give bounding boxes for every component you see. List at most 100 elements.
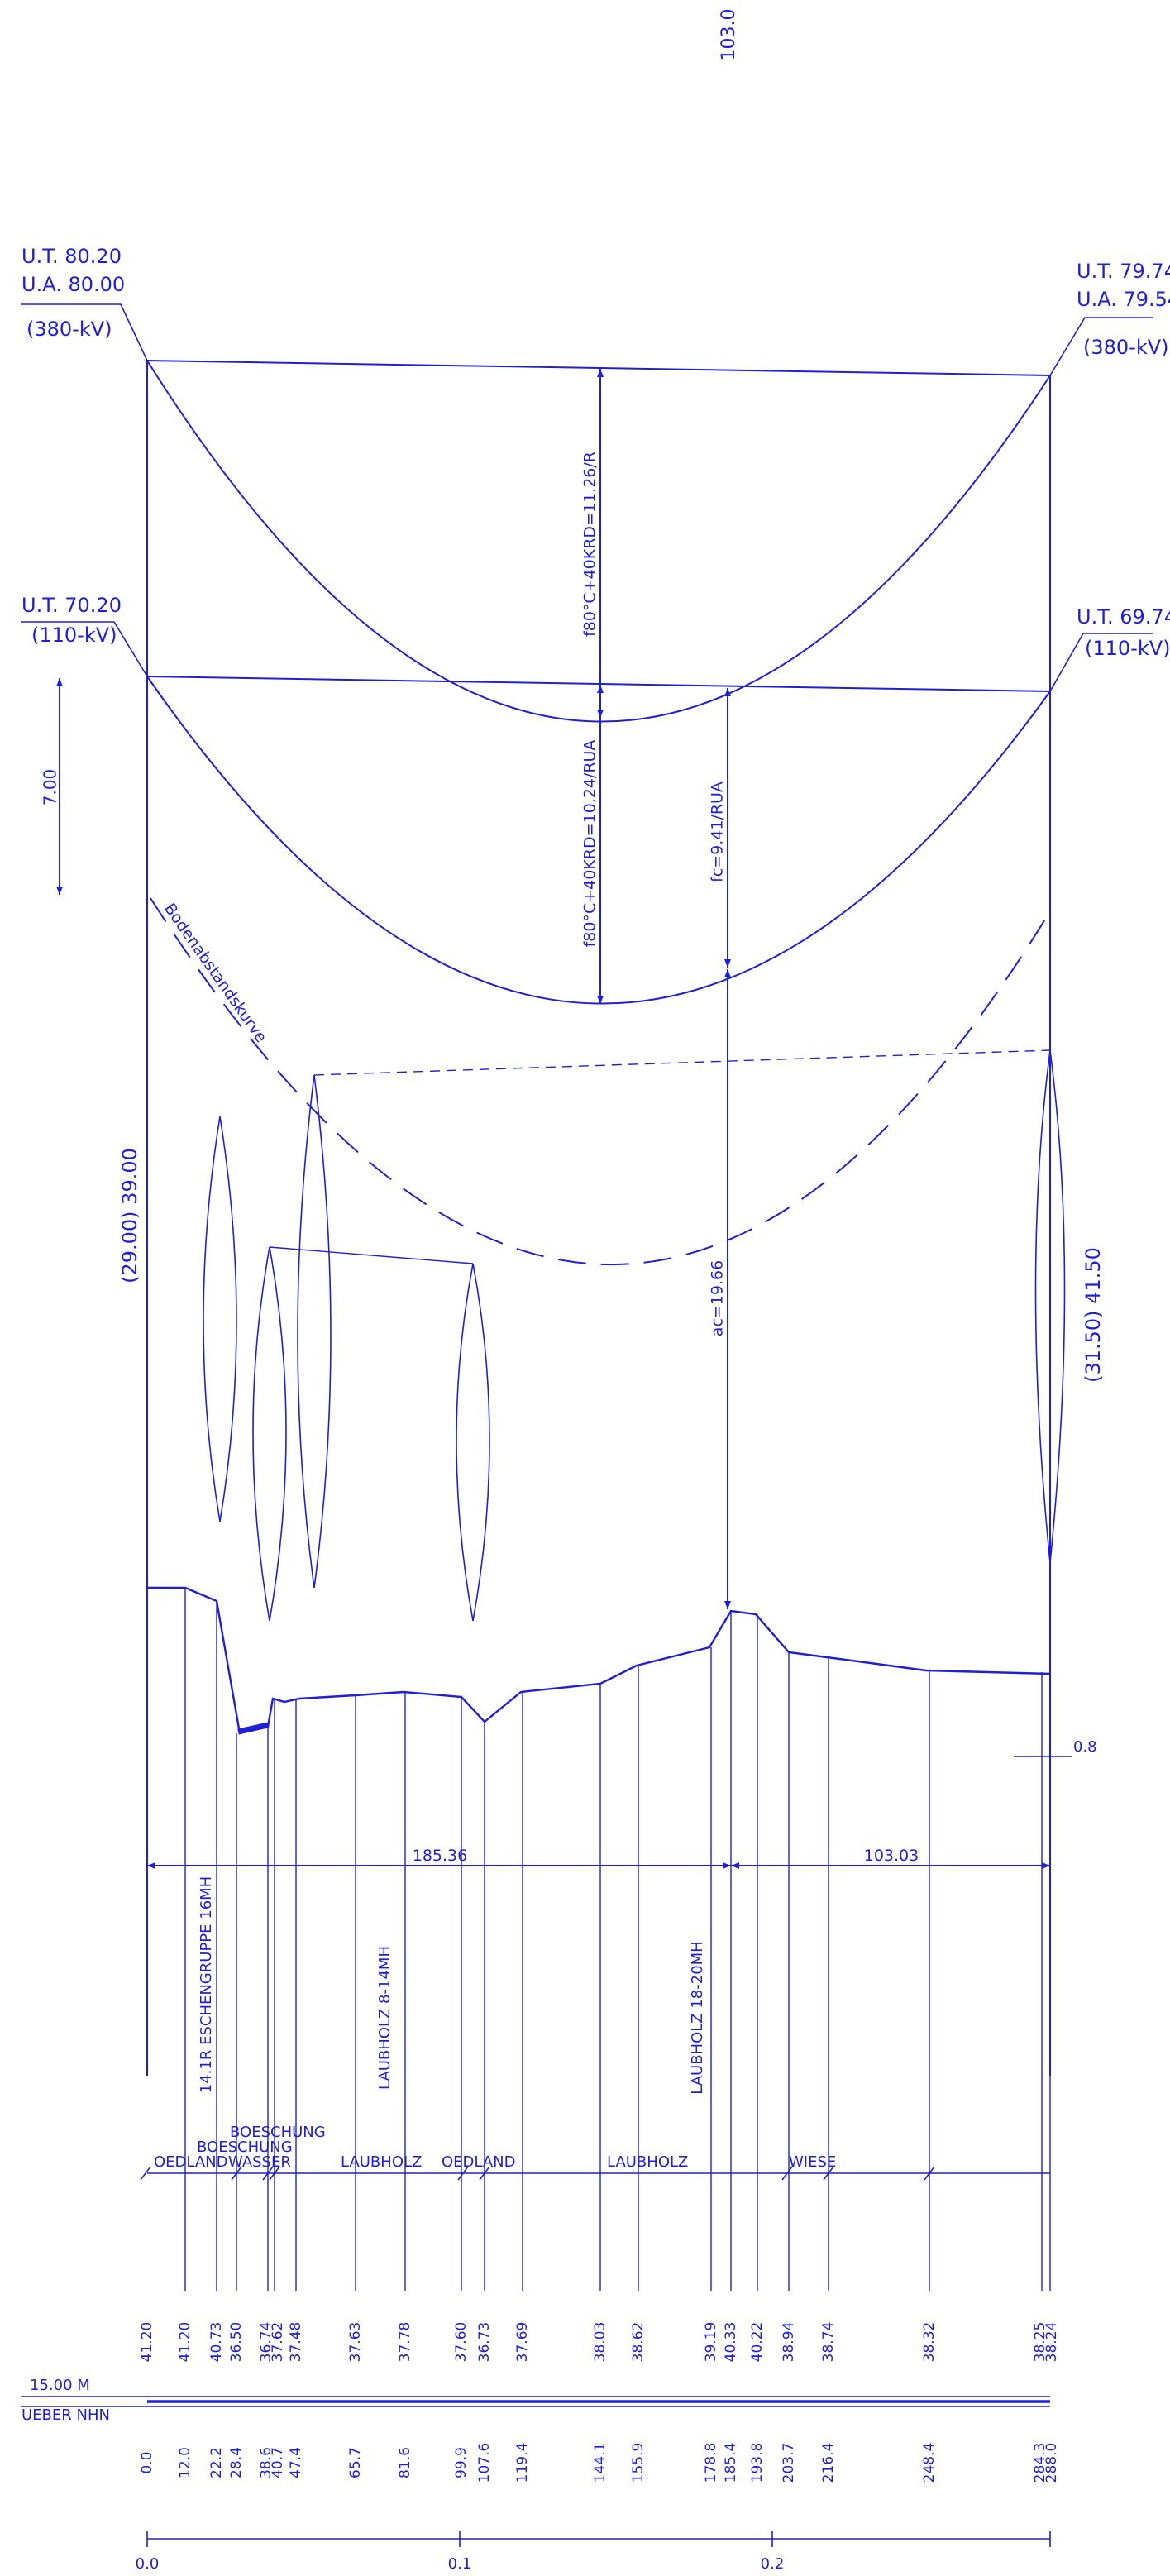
top-label: 103.0 (719, 9, 739, 61)
terrain-profile (147, 1586, 1051, 1735)
land-use-boundary-ticks (140, 2166, 935, 2181)
vegetation-label-3: LAUBHOLZ 18-20MH (689, 1941, 706, 2094)
right-tower-height: (31.50) 41.50 (1082, 1247, 1105, 1383)
tree-crown-1 (203, 1116, 237, 1522)
tree-connector (269, 1246, 474, 1264)
elevation-label-20: 38.25 (1032, 2322, 1048, 2363)
sag-110-label: f80°C+40KRD=10.24/RUA (581, 740, 599, 948)
station-label-7: 65.7 (347, 2447, 364, 2478)
station-label-2: 22.2 (208, 2447, 225, 2478)
station-label-1: 12.0 (177, 2447, 193, 2478)
chord-110 (146, 676, 1051, 692)
leader-right-380 (1049, 317, 1153, 376)
station-label-14: 178.8 (703, 2443, 719, 2483)
station-label-17: 203.7 (781, 2443, 797, 2483)
left-kv-380: (380-kV) (26, 318, 112, 341)
elevation-label-10: 36.73 (476, 2322, 493, 2363)
scale-tick-0: 0.0 (136, 2555, 160, 2573)
elevation-label-12: 38.03 (592, 2322, 609, 2363)
vertical-scale-label: 7.00 (41, 769, 60, 806)
elevation-label-21: 38.24 (1043, 2322, 1060, 2363)
land-use-boeschung-2: BOESCHUNG (230, 2124, 326, 2141)
elevation-label-15: 40.33 (723, 2322, 739, 2363)
left-ua-380: U.A. 80.00 (21, 273, 125, 296)
tree-crown-2 (252, 1246, 287, 1622)
station-label-12: 144.1 (592, 2443, 609, 2483)
tree-crown-3 (297, 1074, 332, 1589)
left-ut-380: U.T. 80.20 (21, 245, 122, 268)
elevation-label-13: 38.62 (630, 2322, 647, 2363)
elevation-label-5: 37.62 (270, 2322, 286, 2363)
span-left-label: 185.36 (413, 1847, 467, 1865)
datum-level: 15.00 M (30, 2377, 90, 2394)
land-use-wasser: WASSER (228, 2153, 291, 2171)
land-use-laubholz-1: LAUBHOLZ (341, 2153, 422, 2171)
clearance-reference-line (313, 1049, 1051, 1076)
station-label-15: 185.4 (723, 2443, 739, 2483)
station-labels: 0.0 12.0 22.2 28.4 38.640.7 47.4 65.7 81.6 99.9 1… (139, 2443, 1060, 2483)
span-right-label: 103.03 (864, 1847, 919, 1865)
elevation-label-19: 38.32 (921, 2322, 938, 2363)
elevation-label-7: 37.63 (347, 2322, 364, 2363)
land-use-oedland-2: OEDLAND (442, 2153, 515, 2171)
elevation-label-6: 37.48 (288, 2322, 304, 2363)
station-label-5: 40.7 (270, 2447, 286, 2478)
leader-left-110 (21, 621, 148, 677)
station-label-8: 81.6 (397, 2447, 413, 2478)
leader-right-110 (1049, 633, 1153, 692)
station-label-20: 284.3 (1032, 2443, 1048, 2483)
elevation-label-17: 38.94 (781, 2322, 797, 2363)
fc-label: fc=9.41/RUA (709, 781, 727, 882)
tower-envelope-right (1034, 1049, 1066, 1564)
elevation-label-1: 41.20 (177, 2322, 193, 2363)
vegetation-label-2: LAUBHOLZ 8-14MH (376, 1946, 394, 2090)
right-ut-110: U.T. 69.74 (1077, 605, 1170, 628)
land-use-wiese: WIESE (789, 2153, 836, 2171)
scale-tick-1: 0.1 (448, 2555, 472, 2573)
elevation-label-9: 37.60 (453, 2322, 470, 2363)
elevation-label-2: 40.73 (208, 2322, 225, 2363)
right-kv-110: (110-kV) (1085, 637, 1170, 660)
station-label-4: 38.6 (258, 2447, 275, 2478)
ground-clearance-label: Bodenabstandskurve (160, 900, 270, 1046)
land-use-oedland-1: OEDLAND (154, 2153, 227, 2171)
station-label-6: 47.4 (288, 2447, 304, 2478)
offset-label: 0.8 (1073, 1738, 1097, 1756)
elevation-label-16: 40.22 (749, 2322, 766, 2363)
station-label-16: 193.8 (749, 2443, 766, 2483)
ground-clearance-curve (150, 897, 1047, 1265)
station-lines (146, 1588, 1051, 2291)
land-use-boeschung-1: BOESCHUNG (197, 2139, 293, 2156)
chord-380 (146, 360, 1051, 376)
station-label-21: 288.0 (1043, 2443, 1060, 2483)
station-label-13: 155.9 (630, 2443, 647, 2483)
right-ut-380: U.T. 79.74 (1077, 260, 1170, 283)
elevation-label-8: 37.78 (397, 2322, 413, 2363)
station-label-0: 0.0 (139, 2451, 155, 2473)
station-label-19: 248.4 (921, 2443, 938, 2483)
left-ut-110: U.T. 70.20 (21, 594, 122, 617)
left-kv-110: (110-kV) (31, 624, 117, 647)
elevation-label-0: 41.20 (139, 2322, 155, 2363)
station-label-3: 28.4 (228, 2447, 245, 2478)
elevation-label-18: 38.74 (820, 2322, 837, 2363)
ac-label: ac=19.66 (709, 1260, 727, 1336)
scale-tick-2: 0.2 (761, 2555, 785, 2573)
station-label-18: 216.4 (820, 2443, 837, 2483)
water-section (237, 1722, 269, 1735)
scale-bar-ticks (146, 2531, 1051, 2547)
land-use-laubholz-2: LAUBHOLZ (607, 2153, 688, 2171)
station-label-9: 99.9 (453, 2447, 470, 2478)
datum-ref: UEBER NHN (21, 2406, 110, 2424)
elevation-label-3: 36.50 (228, 2322, 245, 2363)
left-tower-height: (29.00) 39.00 (118, 1148, 141, 1283)
elevation-label-4: 36.74 (258, 2322, 275, 2363)
station-label-11: 119.4 (514, 2443, 531, 2483)
vegetation-label-1: 14.1R ESCHENGRUPPE 16MH (198, 1876, 215, 2093)
elevation-label-11: 37.69 (514, 2322, 531, 2363)
leader-left-380 (21, 303, 148, 361)
elevation-label-14: 39.19 (703, 2322, 719, 2363)
sag-380-label: f80°C+40KRD=11.26/R (581, 452, 599, 637)
